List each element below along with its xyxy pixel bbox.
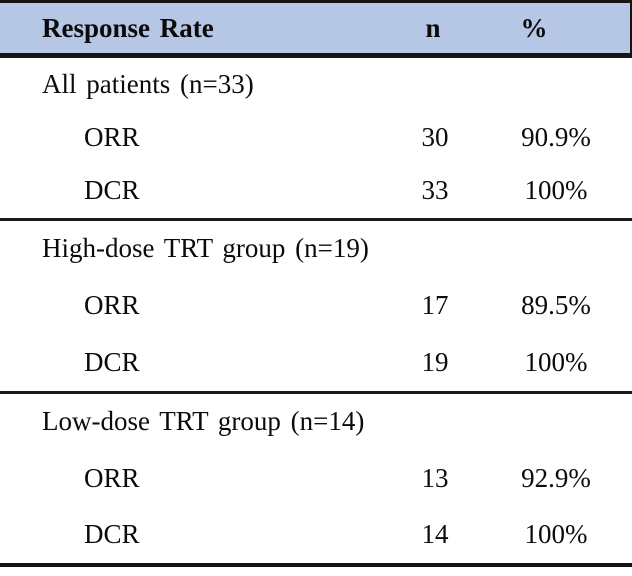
row-n-value: 33 [421,175,449,206]
row-name: DCR [84,518,140,549]
header-n: n [425,12,441,43]
header-response-rate: Response Rate [42,12,214,43]
group-label-row: High-dose TRT group (n=19) [0,234,632,264]
row-pct-value: 100% [524,346,588,377]
section-low-dose: Low-dose TRT group (n=14) ORR 13 92.9% D… [0,394,632,563]
row-n-value: 17 [421,290,449,321]
row-pct-value: 89.5% [521,290,591,321]
group-label-row: All patients (n=33) [0,68,632,100]
row-name: ORR [84,290,140,321]
group-label-row: Low-dose TRT group (n=14) [0,407,632,437]
row-n-value: 14 [421,518,449,549]
section-divider [0,391,632,394]
row-name: ORR [84,462,140,493]
table-row-dcr: DCR 14 100% [0,518,632,550]
section-all-patients: All patients (n=33) ORR 30 90.9% DCR 33 … [0,58,632,218]
table-row-orr: ORR 17 89.5% [0,290,632,321]
row-pct-value: 90.9% [521,122,591,153]
row-pct-value: 100% [524,518,588,549]
table-row-dcr: DCR 19 100% [0,346,632,378]
row-name: ORR [84,122,140,153]
row-pct-value: 100% [524,175,588,206]
row-name: DCR [84,346,140,377]
table-row-orr: ORR 13 92.9% [0,462,632,494]
row-n-value: 19 [421,346,449,377]
row-n-value: 30 [421,122,449,153]
row-name: DCR [84,175,140,206]
section-high-dose: High-dose TRT group (n=19) ORR 17 89.5% … [0,221,632,391]
row-pct-value: 92.9% [521,462,591,493]
table-header-row: Response Rate n % [0,3,632,58]
table-row-dcr: DCR 33 100% [0,176,632,206]
section-divider [0,218,632,221]
header-percent: % [520,12,548,43]
table-row-orr: ORR 30 90.9% [0,122,632,153]
group-label: Low-dose TRT group (n=14) [42,406,365,437]
table-bottom-rule [0,563,632,567]
row-n-value: 13 [421,462,449,493]
group-label: High-dose TRT group (n=19) [42,233,369,264]
group-label: All patients (n=33) [42,68,254,99]
